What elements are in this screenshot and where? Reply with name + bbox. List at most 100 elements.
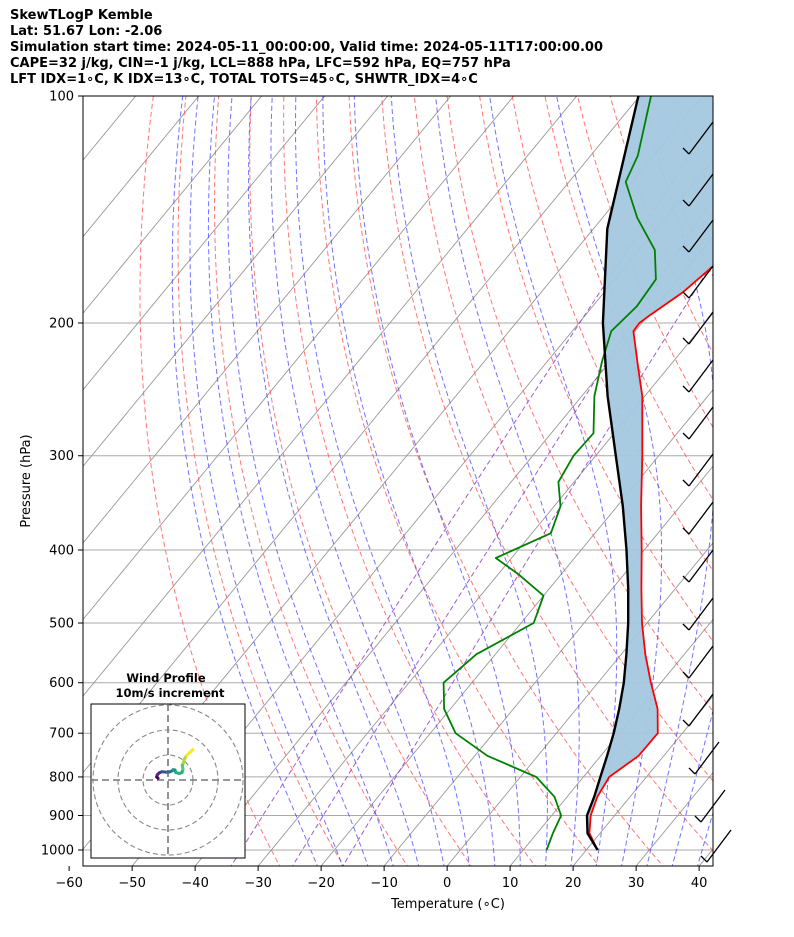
y-tick-label: 900 <box>49 809 74 824</box>
dry-adiabat-line <box>177 96 345 866</box>
wind-barb-flag <box>682 671 690 679</box>
wind-barb-staff <box>688 597 714 631</box>
time-line: Simulation start time: 2024-05-11_00:00:… <box>10 40 603 55</box>
wind-barb-staff <box>688 311 714 345</box>
mixing-ratio-line <box>342 261 713 866</box>
isotherm-line <box>446 542 713 866</box>
wind-barb-staff <box>688 219 714 253</box>
wind-barb-flag <box>682 337 690 345</box>
dry-adiabat-line <box>741 96 794 869</box>
profile-lines <box>442 96 713 851</box>
wind-barb <box>682 406 714 440</box>
y-tick-label: 800 <box>49 770 74 785</box>
wind-barb-flag <box>682 147 690 155</box>
moist-adiabat-line <box>390 96 548 866</box>
wind-barb-staff <box>688 501 714 535</box>
isotherm-line <box>257 312 713 866</box>
moist-adiabat-line <box>435 96 580 866</box>
wind-barb <box>682 549 714 583</box>
isotherm-line <box>0 79 87 869</box>
dry-adiabat-line <box>139 96 281 866</box>
wind-barb <box>682 219 714 253</box>
wind-barb-flag <box>682 385 690 393</box>
wind-barb-staff <box>694 741 720 775</box>
wind-barb-flag <box>682 527 690 535</box>
wind-barb-staff <box>688 359 714 393</box>
moist-adiabat-line <box>227 96 394 866</box>
chart-title: SkewTLogP Kemble <box>10 8 153 23</box>
dry-adiabat-line <box>315 96 600 866</box>
wind-barb <box>682 693 714 727</box>
moist-adiabat-line <box>489 96 618 866</box>
cape-shaded-area <box>587 96 713 850</box>
wind-barb-flag <box>682 575 690 583</box>
wind-barb-flag <box>682 245 690 253</box>
dry-adiabat-line <box>707 96 713 111</box>
isotherm-line <box>83 96 389 468</box>
wind-barb-flag <box>682 291 690 299</box>
hodograph-inset: Wind Profile 10m/s increment <box>90 671 246 859</box>
wind-barb-staff <box>688 453 714 487</box>
moist-adiabat-line <box>248 96 420 866</box>
x-tick-label: −10 <box>370 876 397 891</box>
parcel-line <box>585 96 640 851</box>
wind-barb-flag <box>700 855 708 863</box>
wind-barb <box>694 789 726 823</box>
wind-barb-staff <box>688 406 714 440</box>
x-tick-label: −60 <box>55 876 82 891</box>
wind-barb <box>682 173 714 207</box>
isotherm-line <box>572 695 713 866</box>
moist-adiabat-line <box>294 96 470 866</box>
moist-adiabat-line <box>640 96 713 866</box>
isotherm-line <box>83 96 515 621</box>
stability-line: CAPE=32 j/kg, CIN=-1 j/kg, LCL=888 hPa, … <box>10 56 511 71</box>
dry-adiabat-line <box>413 96 713 782</box>
x-tick-label: −30 <box>244 876 271 891</box>
wind-barb-staff <box>688 121 714 155</box>
wind-barb <box>682 359 714 393</box>
plot-frame <box>82 95 714 867</box>
dry-adiabat-line <box>381 96 713 852</box>
wind-barb-staff <box>688 265 714 299</box>
axes: −60 −50 −40 −30 −20 −10 0 10 20 30 40 1000 900 800 700… <box>41 90 708 892</box>
isotherm-line <box>194 235 713 866</box>
moist-adiabat-line <box>207 96 369 866</box>
moist-adiabat-line <box>353 96 521 866</box>
hodograph-segment <box>189 748 195 754</box>
wind-barb <box>682 265 714 299</box>
x-tick-label: 40 <box>691 876 708 891</box>
dry-adiabat-line <box>213 96 408 866</box>
isotherm-line <box>83 96 200 238</box>
hodograph-subtitle: 10m/s increment <box>116 686 225 700</box>
wind-barb-flag <box>688 767 696 775</box>
x-tick-label: 30 <box>628 876 645 891</box>
wind-barb <box>700 829 732 863</box>
wind-barb-flag <box>682 432 690 440</box>
index-line: LFT IDX=1∘C, K IDX=13∘C, TOTAL TOTS=45∘C… <box>10 72 478 87</box>
isotherm-line <box>83 96 263 314</box>
dry-adiabat-line <box>773 96 794 869</box>
x-tick-label: −50 <box>118 876 145 891</box>
wind-barb-staff <box>688 645 714 679</box>
dewpoint-line <box>442 96 657 851</box>
cape-area-layer <box>587 96 713 850</box>
x-tick-label: −20 <box>307 876 334 891</box>
x-tick-label: 20 <box>565 876 582 891</box>
wind-barb-staff <box>688 173 714 207</box>
x-tick-label: −40 <box>181 876 208 891</box>
moist-adiabat-line <box>270 96 445 866</box>
wind-barb-flag <box>682 199 690 207</box>
wind-barb <box>688 741 720 775</box>
wind-barb <box>682 645 714 679</box>
isotherm-line <box>320 389 713 866</box>
y-tick-label: 200 <box>49 316 74 331</box>
wind-barb-flag <box>682 479 690 487</box>
wind-barb-flag <box>682 719 690 727</box>
isotherm-line <box>83 96 578 697</box>
hodograph-title: Wind Profile <box>126 671 206 685</box>
chart-title-block: SkewTLogP Kemble Lat: 51.67 Lon: -2.06 S… <box>10 8 770 88</box>
y-tick-label: 500 <box>49 617 74 632</box>
mixing-ratio-line <box>230 119 713 866</box>
wind-barb-staff <box>688 693 714 727</box>
